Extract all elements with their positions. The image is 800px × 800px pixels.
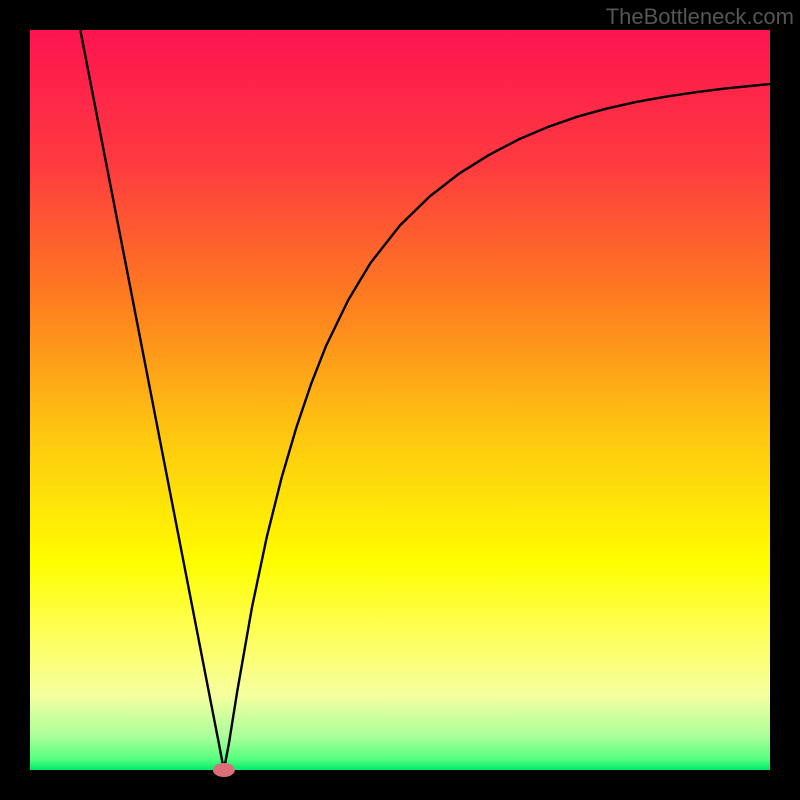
min-marker [213,763,235,777]
bottleneck-curve-plot [0,0,800,800]
plot-area [30,30,770,770]
chart-container: TheBottleneck.com [0,0,800,800]
watermark-text: TheBottleneck.com [606,4,794,30]
